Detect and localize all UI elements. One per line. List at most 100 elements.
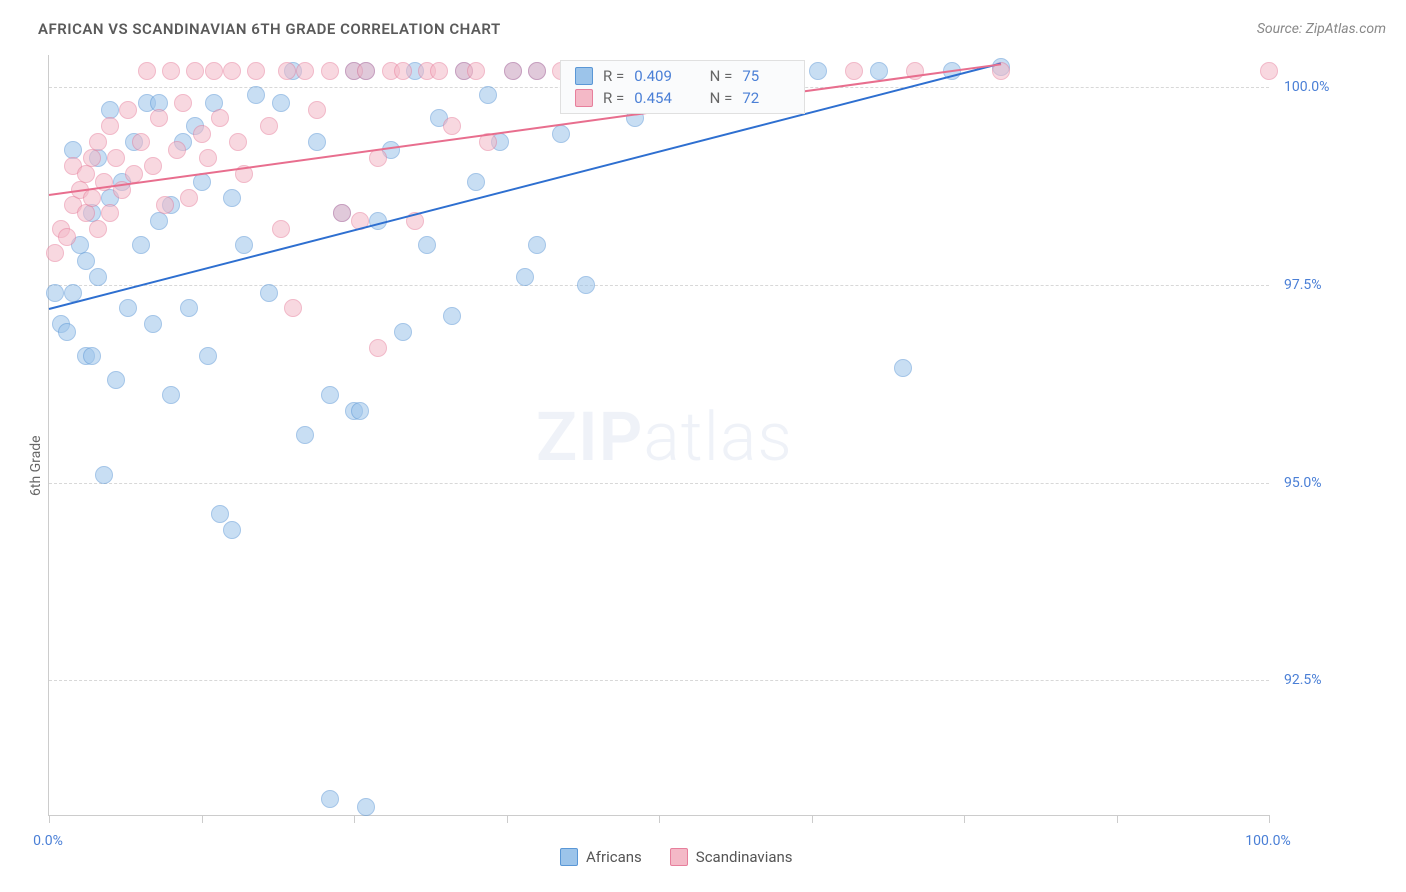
legend-label: Africans — [586, 848, 642, 866]
n-label: N = — [710, 89, 733, 107]
xtick — [659, 815, 660, 823]
data-point — [229, 133, 247, 151]
source-prefix: Source: — [1257, 21, 1306, 37]
data-point — [83, 149, 101, 167]
r-label: R = — [603, 67, 624, 85]
data-point — [284, 299, 302, 317]
data-point — [516, 268, 534, 286]
data-point — [223, 189, 241, 207]
data-point — [894, 359, 912, 377]
ytick-label: 95.0% — [1284, 475, 1364, 491]
legend-item: Africans — [560, 848, 642, 866]
xtick-label: 0.0% — [33, 833, 63, 849]
data-point — [552, 125, 570, 143]
ytick-label: 92.5% — [1284, 672, 1364, 688]
data-point — [369, 339, 387, 357]
data-point — [174, 94, 192, 112]
data-point — [467, 62, 485, 80]
data-point — [58, 228, 76, 246]
data-point — [211, 109, 229, 127]
data-point — [168, 141, 186, 159]
plot-area — [48, 55, 1269, 816]
data-point — [321, 386, 339, 404]
data-point — [180, 299, 198, 317]
xtick — [1117, 815, 1118, 823]
data-point — [430, 62, 448, 80]
data-point — [357, 798, 375, 816]
xtick — [812, 815, 813, 823]
data-point — [443, 307, 461, 325]
data-point — [394, 62, 412, 80]
legend-swatch — [575, 67, 593, 85]
data-point — [357, 62, 375, 80]
n-label: N = — [710, 67, 733, 85]
data-point — [1260, 62, 1278, 80]
data-point — [58, 323, 76, 341]
data-point — [321, 790, 339, 808]
data-point — [199, 347, 217, 365]
data-point — [144, 315, 162, 333]
data-point — [845, 62, 863, 80]
data-point — [870, 62, 888, 80]
data-point — [150, 109, 168, 127]
data-point — [223, 521, 241, 539]
r-value: 0.454 — [634, 89, 682, 107]
n-value: 72 — [742, 89, 790, 107]
chart-header: AFRICAN VS SCANDINAVIAN 6TH GRADE CORREL… — [38, 20, 1386, 38]
gridline — [49, 483, 1269, 484]
data-point — [443, 117, 461, 135]
legend-swatch — [575, 89, 593, 107]
xtick — [49, 815, 50, 823]
data-point — [89, 268, 107, 286]
data-point — [321, 62, 339, 80]
legend-item: Scandinavians — [670, 848, 793, 866]
xtick — [202, 815, 203, 823]
data-point — [107, 149, 125, 167]
data-point — [308, 101, 326, 119]
legend-label: Scandinavians — [696, 848, 793, 866]
xtick — [354, 815, 355, 823]
data-point — [101, 204, 119, 222]
r-value: 0.409 — [634, 67, 682, 85]
xtick — [964, 815, 965, 823]
data-point — [528, 62, 546, 80]
legend-swatch — [670, 848, 688, 866]
data-point — [89, 133, 107, 151]
data-point — [193, 125, 211, 143]
data-point — [132, 236, 150, 254]
data-point — [83, 189, 101, 207]
legend-correlation: R = 0.409 N = 75R = 0.454 N = 72 — [560, 60, 805, 114]
legend-corr-row: R = 0.409 N = 75 — [561, 65, 804, 87]
data-point — [211, 505, 229, 523]
data-point — [351, 402, 369, 420]
data-point — [479, 86, 497, 104]
plot-wrap: ZIPatlas — [48, 55, 1268, 815]
data-point — [107, 371, 125, 389]
yaxis-title: 6th Grade — [28, 435, 44, 496]
data-point — [528, 236, 546, 254]
legend-corr-row: R = 0.454 N = 72 — [561, 87, 804, 109]
n-value: 75 — [742, 67, 790, 85]
data-point — [308, 133, 326, 151]
data-point — [467, 173, 485, 191]
data-point — [95, 466, 113, 484]
data-point — [247, 62, 265, 80]
data-point — [333, 204, 351, 222]
data-point — [83, 347, 101, 365]
data-point — [296, 62, 314, 80]
data-point — [235, 236, 253, 254]
data-point — [199, 149, 217, 167]
data-point — [577, 276, 595, 294]
data-point — [77, 204, 95, 222]
data-point — [809, 62, 827, 80]
data-point — [132, 133, 150, 151]
data-point — [272, 94, 290, 112]
data-point — [186, 62, 204, 80]
data-point — [101, 117, 119, 135]
ytick-label: 100.0% — [1284, 79, 1364, 95]
xtick — [1269, 815, 1270, 823]
legend-series: Africans Scandinavians — [560, 848, 793, 866]
data-point — [144, 157, 162, 175]
data-point — [162, 62, 180, 80]
data-point — [46, 284, 64, 302]
